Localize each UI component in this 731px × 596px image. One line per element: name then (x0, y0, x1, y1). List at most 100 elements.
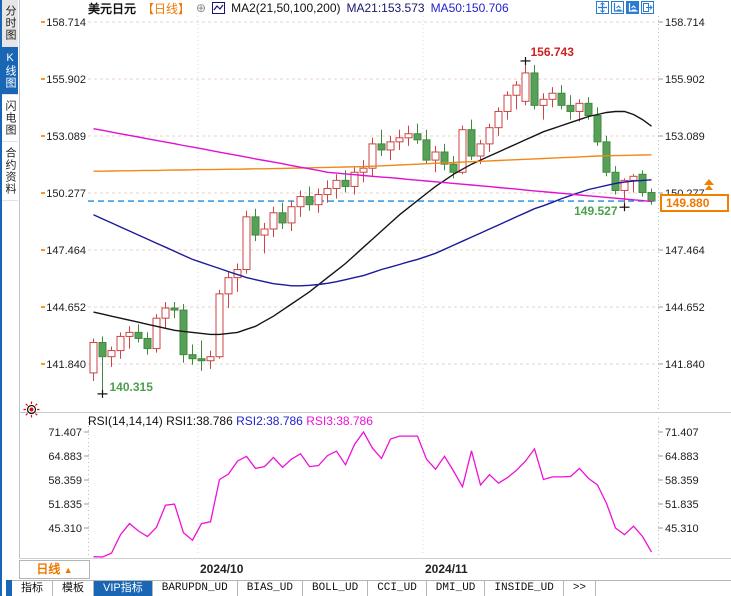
indicator-tab-4[interactable]: BARUPDN_UD (153, 581, 238, 596)
candle-body (530, 72, 539, 106)
candle-body (575, 102, 584, 112)
rsi-header: RSI(14,14,14) RSI1:38.786 RSI2:38.786 RS… (88, 414, 373, 428)
sidebar-item-3[interactable]: 闪电图 (2, 95, 18, 142)
rsi2-value: RSI2:38.786 (236, 414, 303, 428)
candle-body (512, 84, 521, 96)
pan-icon[interactable] (596, 1, 609, 14)
candle-body (206, 356, 215, 362)
candle-body (368, 143, 377, 169)
axis-scale-icon[interactable] (611, 1, 624, 14)
candle-body (539, 98, 548, 106)
rsi-axis-label-right: 51.835 (665, 499, 699, 511)
ma100-line (93, 154, 652, 172)
candle-body (386, 141, 395, 151)
tabbar-resize-handle[interactable] (6, 580, 12, 596)
candle-body (323, 187, 332, 196)
symbol-name: 美元日元 (88, 1, 137, 16)
candle-body (152, 317, 161, 350)
chart-type-sidebar: 分时图 K线图 闪电图 合约资料 (2, 0, 20, 596)
ma-settings-label: MA2(21,50,100,200) (231, 1, 341, 15)
candle-body (350, 171, 359, 187)
candle-body (548, 92, 557, 100)
high-annotation: 156.743 (531, 45, 575, 59)
rsi-axis-label-left: 51.835 (48, 499, 82, 511)
candle-body (161, 307, 170, 319)
candle-body (503, 94, 512, 112)
period-selector-label: 日线 (36, 562, 61, 576)
candle-body (422, 139, 431, 161)
rsi-axis-label-right: 58.359 (665, 475, 699, 487)
indicator-tab-7[interactable]: CCI_UD (368, 581, 427, 596)
candle-body (305, 196, 314, 206)
rsi3-value: RSI3:38.786 (306, 414, 373, 428)
price-up-arrow-icon (702, 179, 716, 193)
indicator-tab-1[interactable]: 指标 (12, 581, 53, 596)
window-left-border (0, 0, 2, 596)
candle-body (188, 354, 197, 360)
indicator-alert-icon[interactable] (23, 401, 40, 418)
ma50-value: MA50:150.706 (430, 1, 509, 15)
tabbar-more-button[interactable]: >> (564, 581, 597, 596)
price-axis-label-right: 147.464 (665, 245, 705, 257)
candle-body (521, 72, 530, 102)
candle-body (638, 173, 647, 194)
rsi-formula: RSI(14,14,14) (88, 414, 163, 428)
candle-body (269, 212, 278, 230)
indicator-tab-9[interactable]: INSIDE_UD (485, 581, 564, 596)
axis-scale-active-icon[interactable] (626, 1, 639, 14)
rsi1-value: RSI1:38.786 (166, 414, 233, 428)
sidebar-item-2[interactable]: K线图 (2, 47, 18, 95)
indicator-tab-2[interactable]: 模板 (53, 581, 94, 596)
candle-body (296, 196, 305, 208)
rsi-axis-label-left: 58.359 (48, 475, 82, 487)
rsi-axis-label-left: 64.883 (48, 451, 82, 463)
indicator-tab-6[interactable]: BOLL_UD (303, 581, 369, 596)
candle-body (620, 179, 629, 191)
period-selector-button[interactable]: 日线 ▲ (19, 560, 90, 579)
candle-body (341, 179, 350, 187)
x-axis-label-nov: 2024/11 (425, 562, 468, 576)
candle-body (647, 192, 656, 202)
candle-body (143, 337, 152, 350)
indicator-tab-3[interactable]: VIP指标 (94, 581, 153, 596)
sidebar-item-4[interactable]: 合约资料 (2, 142, 18, 201)
chart-header: 美元日元 【日线】 ⊕ MA2(21,50,100,200) MA21:153.… (88, 0, 509, 16)
expand-icon[interactable]: ⊕ (196, 1, 207, 15)
candle-body (584, 102, 593, 117)
candle-body (602, 141, 611, 173)
candle-body (251, 216, 260, 236)
candle-body (467, 129, 476, 157)
ma-chart-icon (212, 2, 226, 14)
candle-body (224, 277, 233, 295)
sidebar-item-1[interactable]: 分时图 (2, 0, 18, 47)
candle-body (197, 358, 206, 362)
price-axis-label-right: 141.840 (665, 359, 705, 371)
rsi-line (93, 430, 653, 558)
candle-body (395, 137, 404, 143)
ma21-line (93, 110, 652, 336)
candle-body (431, 151, 440, 161)
rsi-axis-label-left: 71.407 (48, 427, 82, 439)
candle-body (98, 341, 107, 358)
candle-body (314, 194, 323, 206)
candle-body (449, 163, 458, 173)
candle-body (476, 143, 485, 157)
current-price-box: 149.880 (660, 194, 729, 212)
low-annotation: 140.315 (110, 380, 154, 394)
candle-body (593, 115, 602, 143)
rsi-axis-label-right: 64.883 (665, 451, 699, 463)
period-tag: 【日线】 (142, 1, 191, 16)
candle-body (89, 341, 98, 374)
indicator-tab-5[interactable]: BIAS_UD (238, 581, 303, 596)
price-axis-label-right: 144.652 (665, 302, 705, 314)
panel-divider[interactable] (19, 412, 731, 413)
chart-window-controls (596, 1, 654, 14)
candle-body (404, 133, 413, 139)
period-selector-arrow-icon: ▲ (63, 565, 73, 575)
indicator-tab-8[interactable]: DMI_UD (427, 581, 486, 596)
rsi-axis-label-right: 71.407 (665, 427, 699, 439)
candle-body (566, 104, 575, 112)
exit-right-icon[interactable] (641, 1, 654, 14)
